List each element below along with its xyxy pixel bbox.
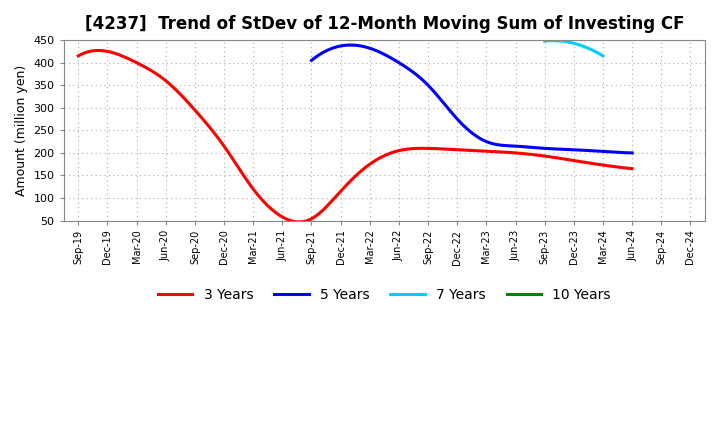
Legend: 3 Years, 5 Years, 7 Years, 10 Years: 3 Years, 5 Years, 7 Years, 10 Years — [152, 282, 616, 308]
Title: [4237]  Trend of StDev of 12-Month Moving Sum of Investing CF: [4237] Trend of StDev of 12-Month Moving… — [85, 15, 684, 33]
Y-axis label: Amount (million yen): Amount (million yen) — [15, 65, 28, 196]
